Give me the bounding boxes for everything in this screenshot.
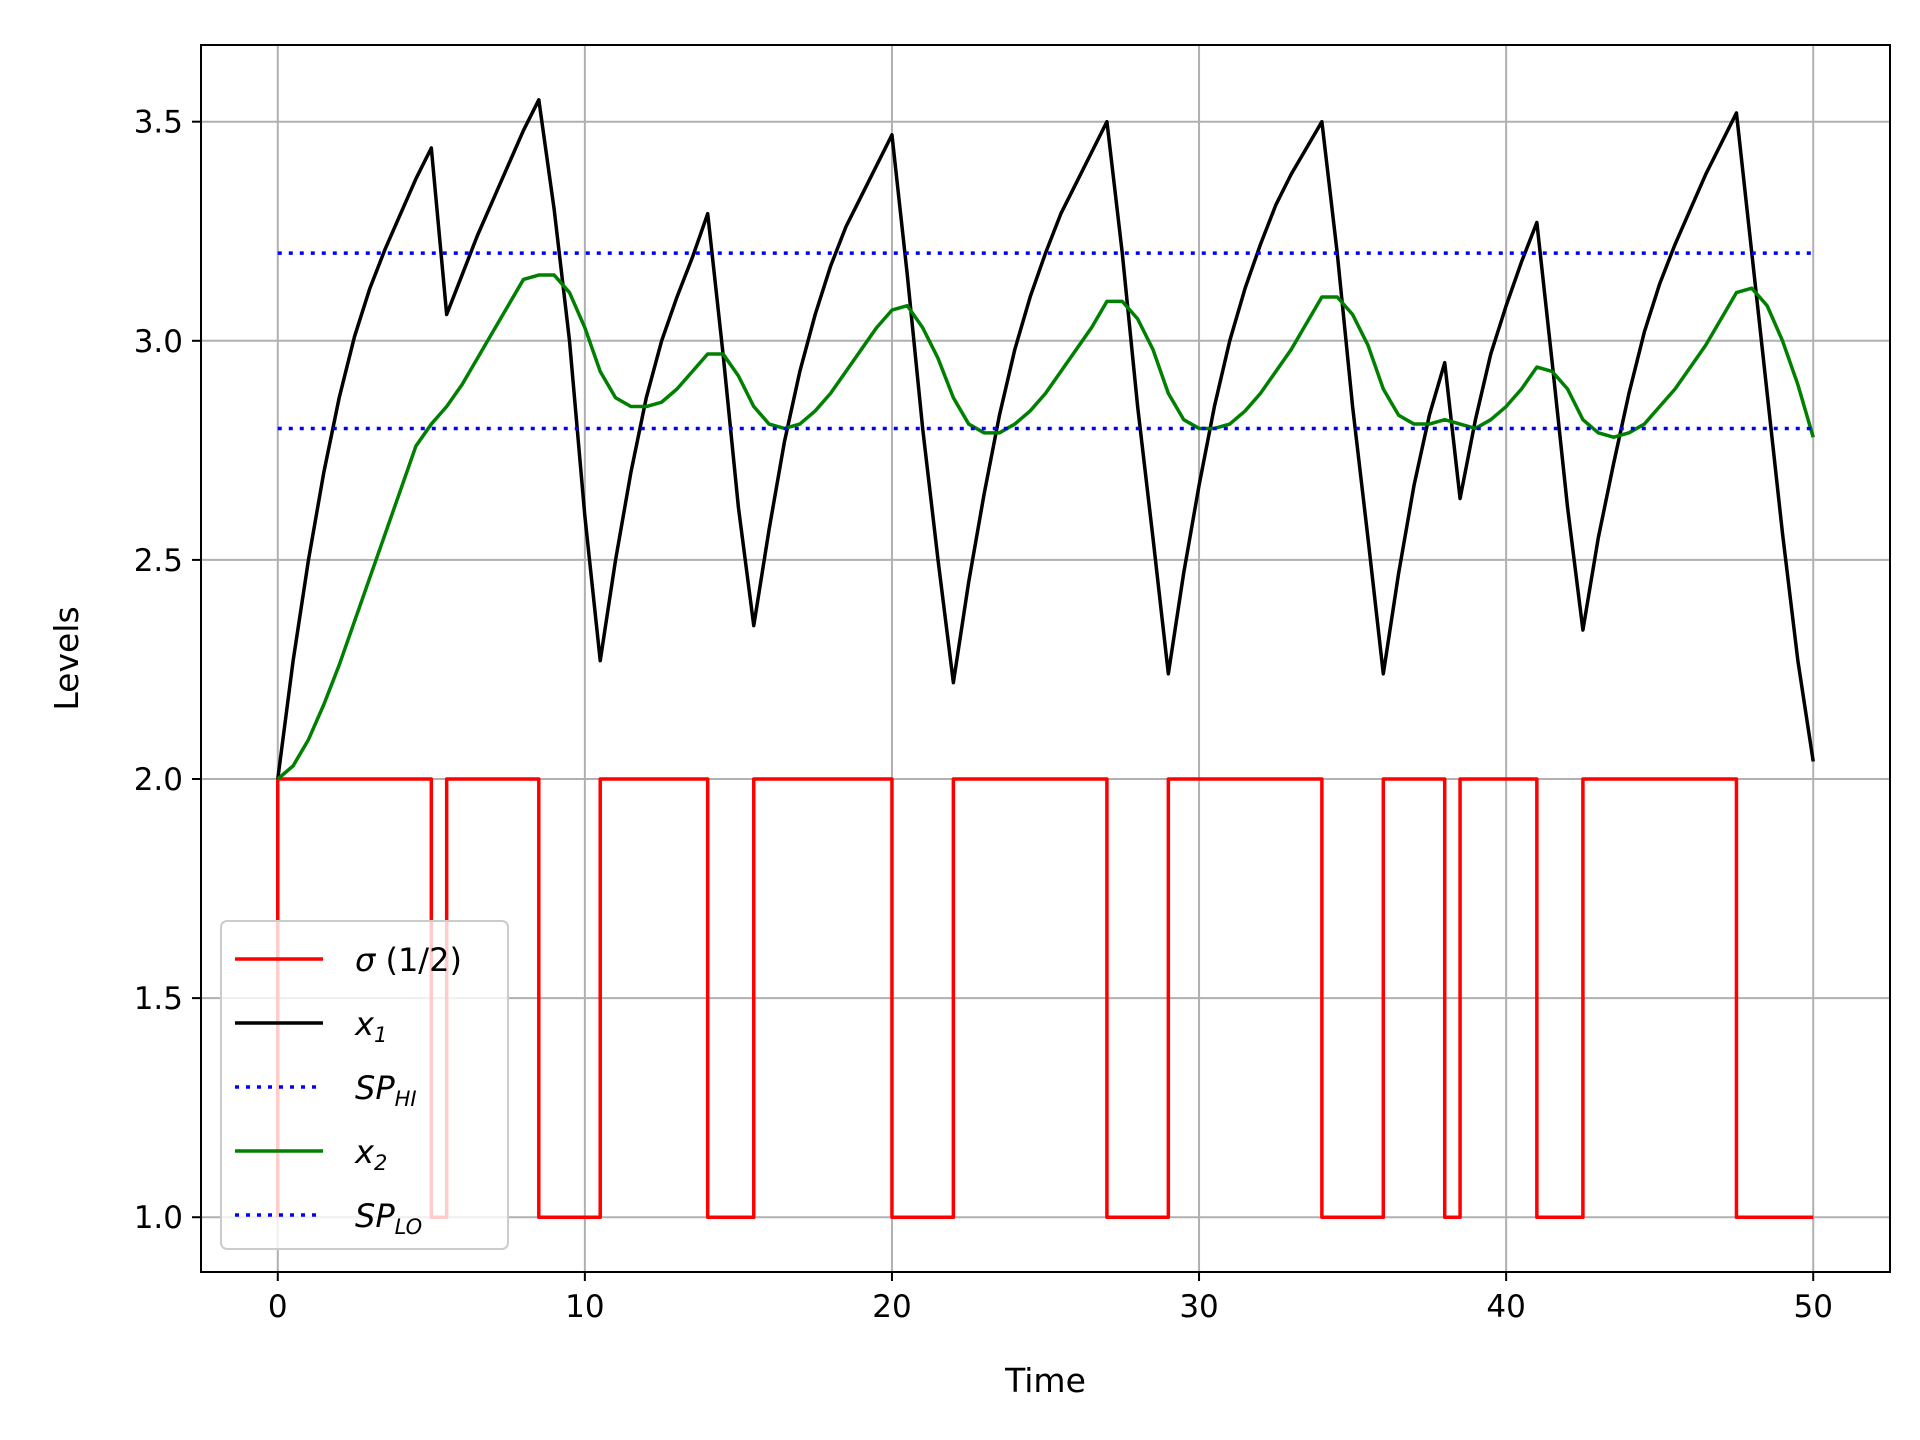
y-tick-label: 3.0 (134, 324, 183, 360)
x-tick-label: 0 (268, 1289, 288, 1325)
ticks: 0 10 20 30 40 50 1.0 1.5 2.0 2.5 3.0 3.5 (134, 105, 1833, 1325)
series-x2-line (276, 273, 1815, 781)
legend-label-x2: x2 (354, 1133, 387, 1175)
legend-label-subscript: LO (395, 1215, 423, 1239)
y-tick-label: 1.5 (134, 981, 183, 1017)
series-layer (276, 98, 1815, 1219)
x-tick-label: 30 (1179, 1289, 1218, 1325)
x-tick-label: 20 (872, 1289, 911, 1325)
legend-label-base: σ (355, 941, 377, 979)
legend-label-suffix: (1/2) (375, 941, 462, 979)
y-tick-label: 3.5 (134, 105, 183, 141)
legend-label-sigma: σ (1/2) (355, 941, 462, 979)
legend-label-base: SP (355, 1069, 395, 1107)
y-tick-label: 1.0 (134, 1200, 183, 1236)
legend-label-base: SP (355, 1197, 395, 1235)
legend-label-subscript: 2 (374, 1151, 387, 1175)
legend-label-sp_hi: SPHI (355, 1069, 417, 1111)
legend-box (220, 920, 509, 1250)
x-tick-label: 10 (565, 1289, 604, 1325)
series-x1-line (276, 98, 1815, 780)
x-tick-label: 40 (1486, 1289, 1525, 1325)
y-tick-label: 2.0 (134, 762, 183, 798)
x-tick-label: 50 (1794, 1289, 1833, 1325)
legend-label-subscript: HI (395, 1087, 417, 1111)
y-axis-label: Levels (47, 606, 86, 710)
y-tick-label: 2.5 (134, 543, 183, 579)
x-axis-label: Time (1004, 1361, 1086, 1400)
legend-label-base: x (354, 1005, 375, 1043)
legend-label-sp_lo: SPLO (355, 1197, 422, 1239)
plot-frame (200, 44, 1891, 1273)
legend-label-subscript: 1 (374, 1023, 387, 1047)
legend-label-x1: x1 (354, 1005, 387, 1047)
series-sigma-line (276, 777, 1814, 1219)
legend-label-base: x (354, 1133, 375, 1171)
